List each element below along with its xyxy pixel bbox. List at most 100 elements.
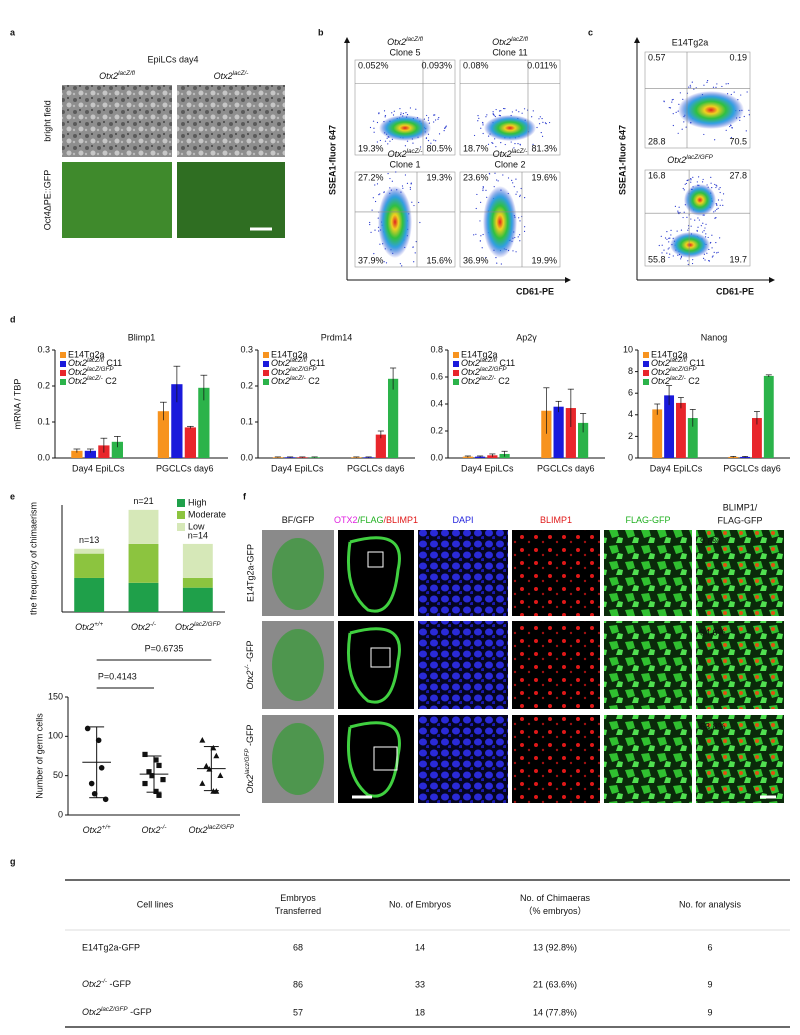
embryo-outline [346,536,401,613]
event-dot [712,255,714,257]
data-point [156,762,162,769]
event-dot [502,174,504,176]
event-dot [479,240,482,242]
y-tick-label: 0.0 [430,452,443,462]
event-dot [690,218,692,220]
event-dot [711,247,713,249]
event-dot [676,230,678,232]
percentage: 63.8% [700,721,726,731]
bright-field-image [177,85,285,157]
event-dot [697,217,699,219]
percentage: 9.8% [700,536,721,546]
event-dot [669,237,671,239]
text-part: BLIMP1 [540,515,572,525]
event-dot [677,132,679,134]
y-tick-label: 2 [628,431,633,441]
text-part: -GFP [245,641,255,665]
event-dot [480,235,482,237]
superscript: -/- [161,824,167,831]
superscript: lacZ/- [87,375,103,382]
event-dot [679,211,681,214]
event-dot [693,88,695,90]
event-dot [684,183,686,185]
event-dot [482,188,484,190]
data-point [199,780,206,786]
quadrant-value: 27.2% [358,172,384,182]
event-dot [369,221,371,224]
event-dot [413,261,415,263]
micrograph [696,530,784,616]
legend-label: High [188,497,207,507]
event-dot [435,140,437,142]
event-dot [713,211,715,213]
event-dot [663,101,665,103]
y-tick-label: 0.1 [240,416,253,426]
y-tick-label: 8 [628,366,633,376]
event-dot [378,113,380,115]
event-dot [722,204,724,206]
event-dot [486,114,488,116]
table-cell: 68 [293,942,303,952]
column-label: Otx2lacZ/fl [99,70,135,81]
table-cell: E14Tg2a-GFP [82,942,140,952]
event-dot [369,223,371,226]
event-dot [733,91,735,93]
event-dot [512,182,514,184]
event-dot [376,183,379,185]
event-dot [481,247,483,249]
bar [565,408,576,458]
density [379,115,431,141]
legend-label: Otx2lacZ/fl C11 [461,357,515,368]
data-point [153,788,159,794]
event-dot [369,126,372,129]
bar [664,395,675,458]
data-point [142,751,148,758]
event-dot [482,124,484,126]
bar [157,411,170,458]
table-cell: 18 [415,1007,425,1017]
event-dot [402,187,404,189]
y-tick-label: 0.2 [37,380,50,390]
event-dot [715,241,717,244]
event-dot [680,229,683,231]
micrograph [418,715,508,803]
x-tick-label: PGCLCs day6 [347,463,405,473]
event-dot [706,81,708,83]
event-dot [704,259,706,261]
event-dot [691,81,693,83]
quadrant-value: 70.5 [729,136,747,146]
event-dot [663,249,665,251]
quadrant-value: 18.7% [463,143,489,153]
event-dot [740,94,742,96]
chart-title: Nanog [701,332,728,342]
bar-segment [74,577,105,612]
event-dot [677,210,679,212]
panel-label: c [588,27,593,37]
event-dot [430,142,432,144]
quadrant-value: 0.19 [729,52,747,62]
legend-label: Otx2lacZ/- C2 [271,375,320,386]
superscript: lacZ/- [670,375,686,382]
plot-title: Otx2lacZ/GFP [667,154,713,165]
event-dot [719,186,721,189]
x-tick-label: Day4 EpiLCs [650,463,703,473]
event-dot [667,248,669,250]
bar-segment [74,553,105,578]
bar [184,427,196,458]
event-dot [687,229,689,231]
event-dot [694,219,696,221]
event-dot [702,178,704,181]
event-dot [739,119,741,121]
event-dot [541,117,543,120]
data-point [203,762,210,769]
quadrant-value: 0.08% [463,60,489,70]
event-dot [670,229,672,231]
event-dot [718,188,720,190]
text-part: Otx2 [271,358,290,368]
event-dot [493,114,495,116]
event-dot [477,120,479,122]
event-dot [716,83,718,85]
event-dot [374,184,376,186]
legend-swatch [643,379,649,385]
y-tick-label: 0.8 [430,344,443,354]
